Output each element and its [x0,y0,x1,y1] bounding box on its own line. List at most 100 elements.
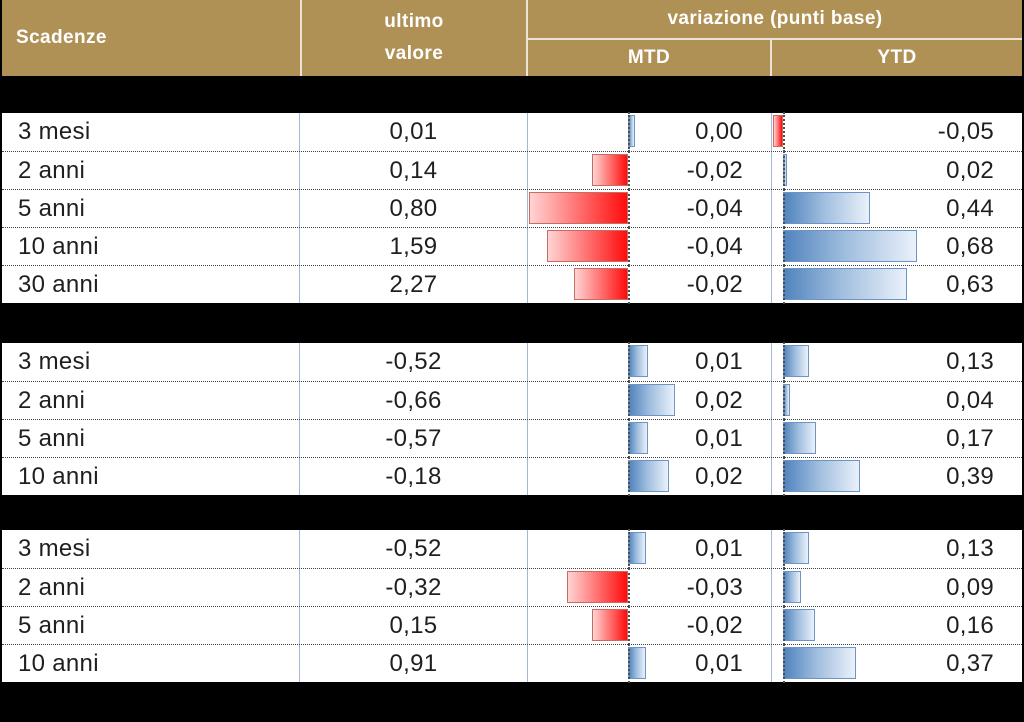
last-value-cell: -0,52 [300,343,528,381]
last-value-cell: -0,57 [300,420,528,457]
maturity-text: 5 anni [18,424,86,452]
table-row: 5 anni 0,80 -0,04 0,44 [2,189,1022,228]
ytd-value: 0,09 [946,573,994,601]
zero-axis-line [628,529,630,569]
last-value-cell: -0,52 [300,530,528,568]
last-value-cell: -0,18 [300,458,528,495]
zero-axis-line [783,529,785,569]
mtd-bar [567,571,628,603]
ytd-bar [783,192,870,224]
table-row: 2 anni 0,14 -0,02 0,02 [2,151,1022,190]
mtd-bar [592,609,628,641]
last-value: 2,27 [389,270,438,298]
mtd-value: -0,03 [686,573,743,601]
maturity-label: 10 anni [2,645,300,682]
zero-axis-line [783,568,785,607]
ytd-value: 0,17 [946,424,994,452]
maturity-label: 3 mesi [2,530,300,568]
last-value: 0,15 [389,611,438,639]
ytd-cell: -0,05 [772,112,1022,152]
maturity-label: 10 anni [2,228,300,265]
ytd-cell: 0,68 [772,227,1022,266]
ytd-bar [783,268,908,300]
last-value-cell: 0,91 [300,645,528,682]
maturity-text: 2 anni [18,573,86,601]
header-last-line2: valore [384,43,444,65]
maturity-label: 5 anni [2,607,300,644]
last-value-cell: 2,27 [300,266,528,303]
ytd-value: 0,02 [946,156,994,184]
mtd-cell: -0,02 [528,265,772,304]
last-value: -0,52 [385,535,442,562]
table-row: 3 mesi -0,52 0,01 0,13 [2,529,1022,569]
table-row: 10 anni -0,18 0,02 0,39 [2,457,1022,496]
maturity-text: 2 anni [18,386,86,414]
mtd-cell: 0,00 [528,112,772,152]
table-row: 2 anni -0,32 -0,03 0,09 [2,568,1022,607]
mtd-value: 0,01 [695,649,743,677]
mtd-value: 0,01 [695,348,743,375]
ytd-bar [783,647,856,679]
maturity-text: 3 mesi [18,118,91,145]
maturity-text: 10 anni [18,232,99,260]
maturity-label: 30 anni [2,266,300,303]
zero-axis-line [628,381,630,420]
header-maturity: Scadenze [16,27,107,48]
ytd-bar [773,115,783,147]
ytd-value: 0,37 [946,649,994,677]
zero-axis-line [628,419,630,458]
maturity-label: 2 anni [2,152,300,189]
mtd-bar [547,230,628,262]
mtd-value: -0,02 [686,270,743,298]
zero-axis-line [628,265,630,304]
header-variation: variazione (punti base) [667,8,883,29]
ytd-value: 0,13 [946,535,994,562]
zero-axis-line [783,151,785,190]
ytd-value: 0,63 [946,270,994,298]
maturity-text: 2 anni [18,156,86,184]
ytd-value: 0,44 [946,194,994,222]
last-value-cell: -0,32 [300,569,528,606]
mtd-value: 0,01 [695,535,743,562]
ytd-cell: 0,09 [772,568,1022,607]
maturity-text: 3 mesi [18,535,91,562]
header-last-line1: ultimo [384,10,444,32]
zero-axis-line [783,189,785,228]
ytd-bar [783,460,860,492]
zero-axis-line [783,606,785,645]
zero-axis-line [783,644,785,683]
maturity-text: 5 anni [18,611,86,639]
mtd-cell: -0,02 [528,151,772,190]
zero-axis-line [628,606,630,645]
mtd-value: 0,02 [695,386,743,414]
header-mtd: MTD [528,38,772,76]
zero-axis-line [783,381,785,420]
maturity-label: 2 anni [2,382,300,419]
last-value-cell: 0,14 [300,152,528,189]
zero-axis-line [628,644,630,683]
ytd-bar [783,571,801,603]
mtd-cell: -0,04 [528,189,772,228]
mtd-bar [628,460,669,492]
mtd-bar [574,268,628,300]
maturity-label: 10 anni [2,458,300,495]
mtd-cell: 0,01 [528,419,772,458]
mtd-cell: -0,04 [528,227,772,266]
maturity-label: 2 anni [2,569,300,606]
mtd-cell: -0,03 [528,568,772,607]
zero-axis-line [628,227,630,266]
zero-axis-line [628,568,630,607]
maturity-text: 3 mesi [18,348,91,375]
maturity-label: 3 mesi [2,343,300,381]
zero-axis-line [783,342,785,382]
last-value-cell: 0,15 [300,607,528,644]
mtd-value: 0,01 [695,424,743,452]
rates-section: 3 mesi 0,01 0,00 -0,05 2 anni 0,14 -0,02 0,02 5 … [2,112,1022,304]
table-row: 2 anni -0,66 0,02 0,04 [2,381,1022,420]
ytd-cell: 0,13 [772,529,1022,569]
mtd-bar [628,345,649,377]
last-value: 1,59 [389,232,438,260]
last-value: 0,91 [389,649,438,677]
header-ytd: YTD [772,38,1022,76]
